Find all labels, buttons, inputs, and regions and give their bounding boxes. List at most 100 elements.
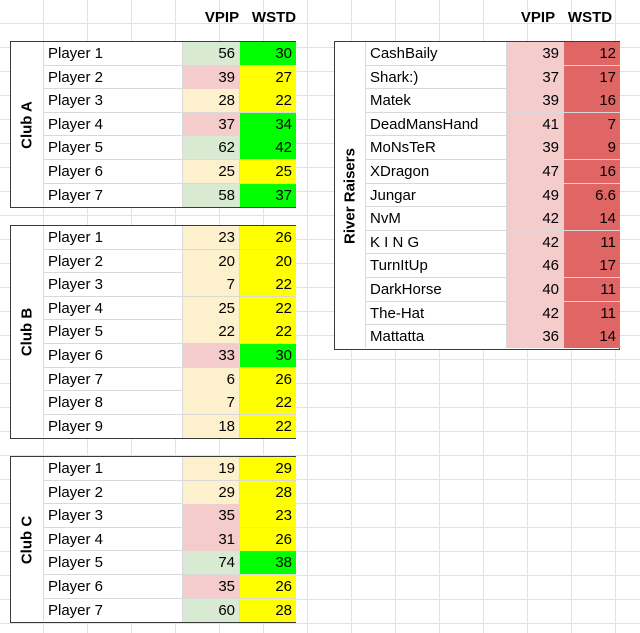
player-name-cell[interactable]: Player 6 [48, 347, 104, 364]
player-name-cell[interactable]: Player 8 [48, 394, 104, 411]
wstd-cell[interactable]: 16 [563, 160, 620, 183]
wstd-cell[interactable]: 22 [239, 297, 296, 320]
wstd-cell[interactable]: 37 [239, 184, 296, 207]
vpip-cell[interactable]: 22 [182, 320, 239, 343]
vpip-cell[interactable]: 23 [182, 226, 239, 249]
player-name-cell[interactable]: Player 9 [48, 418, 104, 435]
player-name-cell[interactable]: Player 3 [48, 276, 104, 293]
vpip-cell[interactable]: 36 [506, 325, 563, 348]
wstd-cell[interactable]: 22 [239, 391, 296, 414]
vpip-cell[interactable]: 37 [506, 66, 563, 89]
player-name-cell[interactable]: K I N G [370, 234, 420, 251]
wstd-cell[interactable]: 9 [563, 136, 620, 159]
vpip-cell[interactable]: 60 [182, 599, 239, 622]
wstd-cell[interactable]: 22 [239, 89, 296, 112]
vpip-cell[interactable]: 42 [506, 207, 563, 230]
player-name-cell[interactable]: Player 6 [48, 578, 104, 595]
vpip-cell[interactable]: 42 [506, 231, 563, 254]
wstd-cell[interactable]: 23 [239, 504, 296, 527]
vpip-cell[interactable]: 74 [182, 551, 239, 574]
wstd-cell[interactable]: 38 [239, 551, 296, 574]
wstd-cell[interactable]: 17 [563, 254, 620, 277]
player-name-cell[interactable]: Player 1 [48, 460, 104, 477]
vpip-cell[interactable]: 46 [506, 254, 563, 277]
vpip-cell[interactable]: 33 [182, 344, 239, 367]
player-name-cell[interactable]: Player 7 [48, 187, 104, 204]
wstd-cell[interactable]: 11 [563, 231, 620, 254]
player-name-cell[interactable]: Shark:) [370, 69, 419, 86]
wstd-cell[interactable]: 26 [239, 528, 296, 551]
vpip-cell[interactable]: 7 [182, 273, 239, 296]
player-name-cell[interactable]: Player 4 [48, 531, 104, 548]
wstd-cell[interactable]: 42 [239, 136, 296, 159]
player-name-cell[interactable]: Matek [370, 92, 411, 109]
wstd-cell[interactable]: 11 [563, 302, 620, 325]
wstd-cell[interactable]: 26 [239, 226, 296, 249]
wstd-cell[interactable]: 26 [239, 575, 296, 598]
player-name-cell[interactable]: Player 4 [48, 116, 104, 133]
wstd-cell[interactable]: 20 [239, 250, 296, 273]
wstd-cell[interactable]: 28 [239, 481, 296, 504]
vpip-cell[interactable]: 58 [182, 184, 239, 207]
wstd-cell[interactable]: 34 [239, 113, 296, 136]
vpip-cell[interactable]: 20 [182, 250, 239, 273]
vpip-cell[interactable]: 42 [506, 302, 563, 325]
vpip-cell[interactable]: 29 [182, 481, 239, 504]
vpip-cell[interactable]: 37 [182, 113, 239, 136]
player-name-cell[interactable]: Player 1 [48, 45, 104, 62]
wstd-cell[interactable]: 17 [563, 66, 620, 89]
player-name-cell[interactable]: Player 5 [48, 139, 104, 156]
wstd-cell[interactable]: 30 [239, 344, 296, 367]
player-name-cell[interactable]: Player 3 [48, 92, 104, 109]
player-name-cell[interactable]: Player 1 [48, 229, 104, 246]
player-name-cell[interactable]: Player 4 [48, 300, 104, 317]
wstd-cell[interactable]: 16 [563, 89, 620, 112]
wstd-cell[interactable]: 7 [563, 113, 620, 136]
player-name-cell[interactable]: Mattatta [370, 328, 425, 345]
vpip-cell[interactable]: 18 [182, 415, 239, 438]
wstd-cell[interactable]: 22 [239, 415, 296, 438]
wstd-cell[interactable]: 11 [563, 278, 620, 301]
player-name-cell[interactable]: Player 2 [48, 69, 104, 86]
player-name-cell[interactable]: DarkHorse [370, 281, 442, 298]
vpip-cell[interactable]: 28 [182, 89, 239, 112]
vpip-cell[interactable]: 6 [182, 368, 239, 391]
player-name-cell[interactable]: Player 7 [48, 602, 104, 619]
wstd-cell[interactable]: 30 [239, 42, 296, 65]
player-name-cell[interactable]: MoNsTeR [370, 139, 436, 156]
vpip-cell[interactable]: 19 [182, 457, 239, 480]
vpip-cell[interactable]: 47 [506, 160, 563, 183]
wstd-cell[interactable]: 14 [563, 207, 620, 230]
wstd-cell[interactable]: 22 [239, 273, 296, 296]
vpip-cell[interactable]: 25 [182, 160, 239, 183]
vpip-cell[interactable]: 41 [506, 113, 563, 136]
vpip-cell[interactable]: 25 [182, 297, 239, 320]
player-name-cell[interactable]: Player 2 [48, 484, 104, 501]
player-name-cell[interactable]: The-Hat [370, 305, 425, 322]
wstd-cell[interactable]: 25 [239, 160, 296, 183]
vpip-cell[interactable]: 39 [182, 66, 239, 89]
player-name-cell[interactable]: TurnItUp [370, 257, 428, 274]
player-name-cell[interactable]: Player 7 [48, 371, 104, 388]
player-name-cell[interactable]: Player 3 [48, 507, 104, 524]
player-name-cell[interactable]: CashBaily [370, 45, 438, 62]
vpip-cell[interactable]: 31 [182, 528, 239, 551]
player-name-cell[interactable]: DeadMansHand [370, 116, 479, 133]
vpip-cell[interactable]: 56 [182, 42, 239, 65]
wstd-cell[interactable]: 29 [239, 457, 296, 480]
player-name-cell[interactable]: Player 5 [48, 554, 104, 571]
vpip-cell[interactable]: 39 [506, 136, 563, 159]
vpip-cell[interactable]: 35 [182, 504, 239, 527]
player-name-cell[interactable]: NvM [370, 210, 401, 227]
player-name-cell[interactable]: Player 6 [48, 163, 104, 180]
wstd-cell[interactable]: 27 [239, 66, 296, 89]
wstd-cell[interactable]: 22 [239, 320, 296, 343]
wstd-cell[interactable]: 26 [239, 368, 296, 391]
vpip-cell[interactable]: 39 [506, 42, 563, 65]
player-name-cell[interactable]: Player 5 [48, 323, 104, 340]
vpip-cell[interactable]: 39 [506, 89, 563, 112]
player-name-cell[interactable]: Player 2 [48, 253, 104, 270]
vpip-cell[interactable]: 62 [182, 136, 239, 159]
wstd-cell[interactable]: 28 [239, 599, 296, 622]
vpip-cell[interactable]: 49 [506, 184, 563, 207]
